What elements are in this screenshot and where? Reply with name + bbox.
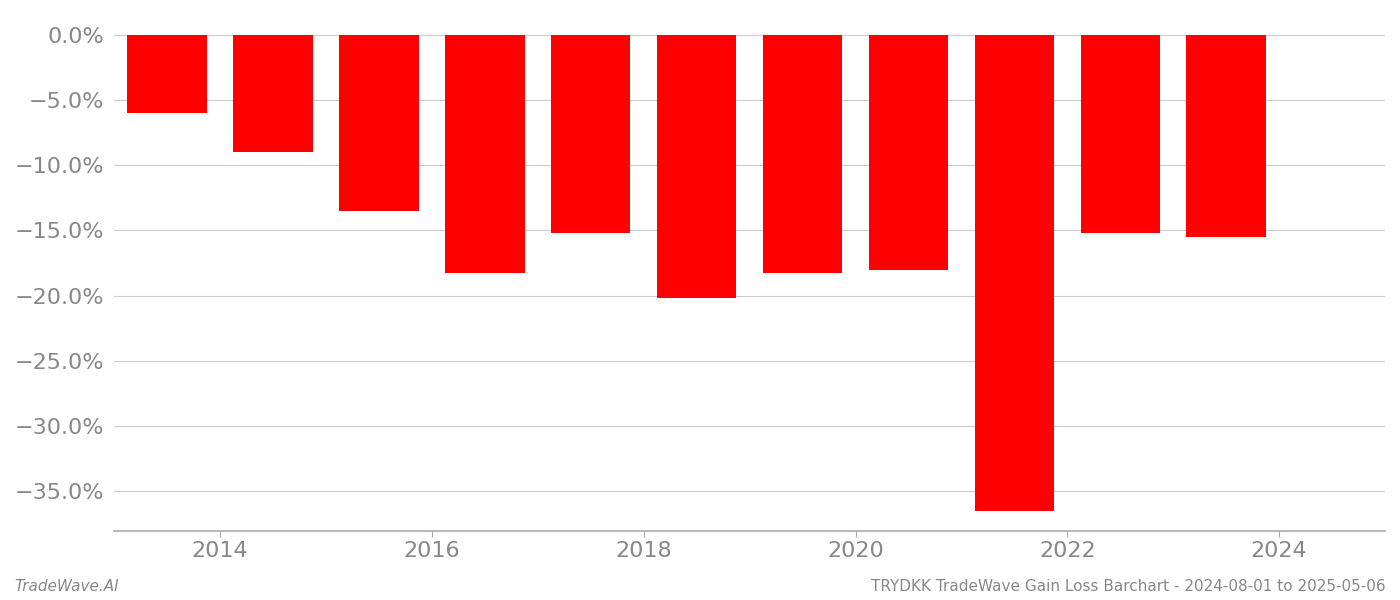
Bar <box>1081 35 1161 233</box>
Bar <box>974 35 1054 511</box>
Bar <box>339 35 419 211</box>
Bar <box>657 35 736 298</box>
Bar <box>552 35 630 233</box>
Bar <box>234 35 312 152</box>
Text: TRYDKK TradeWave Gain Loss Barchart - 2024-08-01 to 2025-05-06: TRYDKK TradeWave Gain Loss Barchart - 20… <box>871 579 1386 594</box>
Bar <box>869 35 948 269</box>
Text: TradeWave.AI: TradeWave.AI <box>14 579 119 594</box>
Bar <box>127 35 207 113</box>
Bar <box>445 35 525 274</box>
Bar <box>1186 35 1266 237</box>
Bar <box>763 35 843 274</box>
